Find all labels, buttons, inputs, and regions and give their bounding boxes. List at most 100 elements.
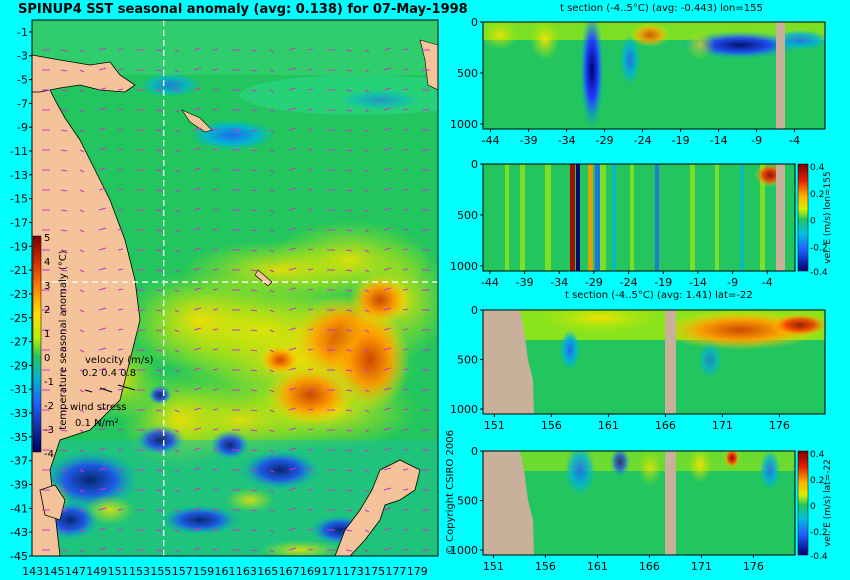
velocity-arrow	[174, 449, 180, 453]
velocity-arrow	[212, 68, 219, 71]
velocity-arrow	[307, 248, 314, 251]
velocity-arrow	[98, 327, 107, 331]
velocity-arrow	[269, 89, 275, 93]
velocity-arrow	[402, 448, 409, 451]
warm-anomaly	[180, 240, 380, 300]
velocity-arrow	[402, 288, 409, 291]
cool-column	[620, 35, 640, 85]
velocity-arrow	[269, 429, 275, 433]
velocity-arrow	[212, 128, 219, 131]
section-x-tick-label: -14	[710, 134, 728, 147]
section-y-tick-label: 0	[471, 158, 478, 171]
velocity-arrow	[269, 349, 275, 353]
velocity-arrow	[155, 209, 163, 212]
velocity-arrow	[212, 468, 219, 471]
velocity-arrow	[345, 129, 353, 132]
section-y-tick-label: 0	[471, 445, 478, 458]
westward-jet	[655, 164, 659, 271]
velocity-arrow	[250, 109, 258, 112]
velocity-arrow	[117, 368, 124, 371]
velocity-arrow	[60, 349, 68, 352]
velocity-arrow	[269, 389, 275, 393]
velocity-arrow	[79, 89, 85, 93]
velocity-arrow	[364, 209, 370, 213]
velocity-arrow	[269, 329, 275, 333]
temp-colorbar-tick: 5	[44, 233, 50, 244]
velocity-arrow	[60, 329, 68, 332]
velocity-arrow	[155, 229, 163, 232]
velocity-arrow	[250, 309, 258, 312]
velocity-arrow	[155, 469, 163, 472]
velocity-arrow	[60, 529, 68, 532]
section-x-tick-label: -24	[620, 276, 638, 289]
velocity-arrow	[364, 429, 370, 433]
westward-flow	[760, 451, 780, 490]
velocity-arrow	[193, 87, 202, 91]
velocity-arrow	[79, 169, 85, 173]
velocity-arrow	[402, 528, 409, 531]
velocity-arrow	[250, 489, 258, 492]
velocity-arrow	[383, 127, 392, 131]
section-x-tick-label: 171	[712, 419, 733, 432]
velocity-arrow	[60, 249, 68, 252]
map-x-tick-label: 167	[279, 565, 300, 578]
velocity-arrow	[79, 489, 85, 493]
velocity-arrow	[364, 129, 370, 133]
velocity-arrow	[117, 428, 124, 431]
velocity-arrow	[174, 189, 180, 193]
velocity-arrow	[402, 368, 409, 371]
velocity-arrow	[155, 129, 163, 132]
velocity-arrow	[174, 269, 180, 273]
section-x-tick-label: -4	[789, 134, 800, 147]
velocity-arrow	[269, 529, 275, 533]
velocity-arrow	[288, 167, 297, 171]
velocity-arrow	[79, 529, 85, 533]
shelf-land	[483, 310, 534, 414]
velocity-arrow	[345, 109, 353, 112]
map-y-tick-label: -45	[10, 550, 28, 563]
velocity-arrow	[193, 127, 202, 131]
velocity-legend-scale: 0.2 0.4 0.8	[82, 368, 136, 379]
velocity-arrow	[269, 549, 275, 553]
temp-colorbar-tick: -3	[44, 425, 54, 436]
section-field	[483, 164, 795, 271]
velocity-arrow	[383, 67, 392, 71]
velocity-arrow	[117, 168, 124, 171]
velocity-arrow	[193, 167, 202, 171]
velocity-arrow	[193, 147, 202, 151]
map-x-tick-label: 179	[407, 565, 428, 578]
velocity-arrow	[98, 427, 107, 431]
section-x-tick-label: 151	[483, 560, 504, 573]
velocity-arrow	[250, 89, 258, 92]
velocity-arrow	[98, 467, 107, 471]
velocity-arrow	[174, 429, 180, 433]
velocity-arrow	[117, 388, 124, 391]
velocity-arrow	[98, 527, 107, 531]
velocity-arrow	[155, 149, 163, 152]
east-islands	[419, 39, 438, 91]
t-section-lon155	[483, 22, 825, 129]
velocity-arrow	[364, 409, 370, 413]
velocity-arrow	[193, 67, 202, 71]
section-land	[776, 22, 785, 129]
section-x-tick-label: 171	[691, 560, 712, 573]
velocity-arrow	[212, 488, 219, 491]
map-x-tick-label: 163	[236, 565, 257, 578]
temp-colorbar-tick: 3	[44, 281, 50, 292]
velocity-arrow	[250, 169, 258, 172]
warm-anomaly	[225, 488, 275, 512]
velocity-arrow	[288, 127, 297, 131]
velocity-arrow	[98, 447, 107, 451]
velocity-arrow	[288, 67, 297, 71]
velocity-arrow	[364, 269, 370, 273]
velocity-arrow	[307, 188, 314, 191]
map-x-tick-label: 147	[65, 565, 86, 578]
map-y-tick-label: -29	[10, 359, 28, 372]
velocity-arrow	[60, 409, 68, 412]
section-x-tick-label: 166	[639, 560, 660, 573]
cold-anomaly	[160, 505, 240, 535]
section-x-tick-label: -29	[585, 276, 603, 289]
velocity-arrow	[288, 147, 297, 151]
velocity-arrow	[383, 387, 392, 391]
map-x-tick-label: 171	[321, 565, 342, 578]
